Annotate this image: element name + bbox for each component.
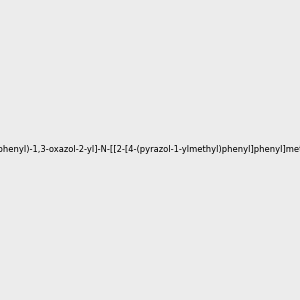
Text: 3-[5-(2,4-difluorophenyl)-1,3-oxazol-2-yl]-N-[[2-[4-(pyrazol-1-ylmethyl)phenyl]p: 3-[5-(2,4-difluorophenyl)-1,3-oxazol-2-y… xyxy=(0,146,300,154)
